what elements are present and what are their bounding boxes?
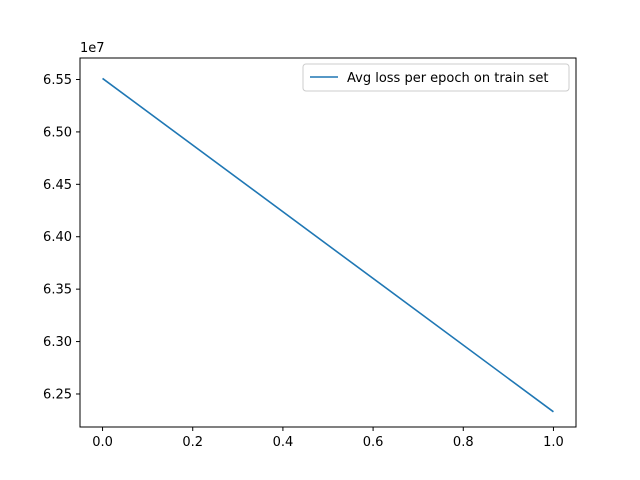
series-line-avg-loss [102,77,554,413]
x-tick-label: 1.0 [543,435,564,450]
legend-label: Avg loss per epoch on train set [347,71,549,86]
legend: Avg loss per epoch on train set [302,63,570,92]
x-tick-label: 0.0 [92,435,113,450]
x-tick-label: 0.6 [363,435,384,450]
y-tick-label: 6.30 [43,335,72,350]
legend-box [302,63,570,92]
y-tick-label: 6.50 [43,125,72,140]
plot-frame [79,57,577,428]
y-tick-label: 6.25 [43,387,72,402]
x-tick-label: 0.2 [182,435,203,450]
x-tick-label: 0.8 [453,435,474,450]
y-tick-label: 6.45 [43,178,72,193]
y-tick-label: 6.40 [43,230,72,245]
y-axis: 6.25 6.30 6.35 6.40 6.45 6.50 6.55 [43,73,80,402]
x-tick-label: 0.4 [273,435,294,450]
y-tick-label: 6.55 [43,73,72,88]
x-axis: 0.0 0.2 0.4 0.6 0.8 1.0 [92,427,564,450]
y-tick-label: 6.35 [43,283,72,298]
y-offset-label: 1e7 [80,41,105,56]
